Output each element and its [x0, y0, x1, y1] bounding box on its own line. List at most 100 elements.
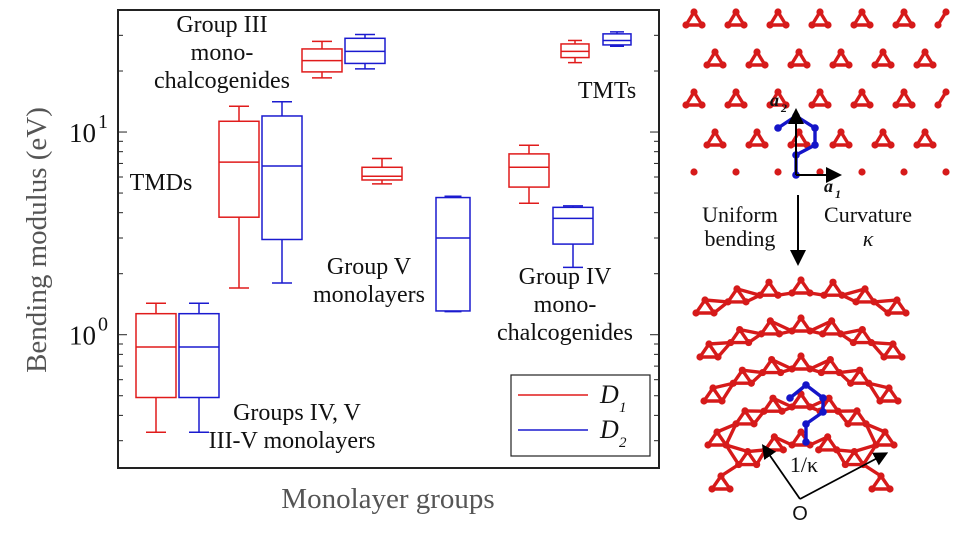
- box-plot: [218, 105, 260, 289]
- group-label-line: mono-: [191, 40, 254, 66]
- atom: [867, 338, 875, 347]
- atom: [900, 88, 908, 96]
- atom: [710, 309, 718, 317]
- atom: [722, 441, 730, 449]
- atom: [717, 472, 725, 480]
- box-plot: [560, 39, 590, 64]
- group-label-line: Group III: [176, 12, 267, 38]
- atom: [727, 338, 735, 347]
- atom: [788, 289, 796, 297]
- flat-lattice: [682, 8, 950, 176]
- box-plot: [135, 302, 177, 434]
- atom: [802, 438, 810, 446]
- atom: [879, 48, 887, 56]
- atom: [756, 291, 764, 299]
- atom: [824, 433, 832, 441]
- atom: [745, 61, 753, 69]
- atom: [806, 403, 814, 411]
- atom: [892, 101, 900, 109]
- atom: [788, 365, 796, 373]
- atom: [770, 433, 778, 441]
- atom: [900, 8, 908, 16]
- plot-frame: [117, 9, 660, 469]
- atom: [766, 317, 774, 325]
- atom: [861, 285, 869, 293]
- bond: [768, 319, 794, 333]
- atom: [862, 420, 870, 428]
- atom: [711, 128, 719, 136]
- atom: [724, 298, 732, 306]
- box-plot: [435, 195, 471, 313]
- atom: [713, 428, 721, 436]
- group-label-line: TMDs: [130, 170, 193, 196]
- label-a2-sub: 2: [780, 101, 787, 115]
- label-curvature-text: Curvature: [824, 202, 912, 227]
- atom: [835, 368, 843, 377]
- atom: [777, 368, 785, 377]
- atom: [942, 8, 950, 16]
- atom: [708, 485, 716, 493]
- atom: [833, 446, 841, 454]
- atom: [934, 101, 942, 109]
- atom: [808, 101, 816, 109]
- atom: [724, 101, 732, 109]
- atom: [753, 48, 761, 56]
- atom: [729, 379, 737, 387]
- atom: [819, 408, 827, 416]
- atom: [934, 21, 942, 29]
- radius-arrow-right: [799, 452, 889, 500]
- atom: [894, 397, 902, 405]
- atom: [879, 128, 887, 136]
- atom: [698, 101, 706, 109]
- atom: [849, 338, 857, 347]
- atom: [856, 366, 864, 374]
- bent-unit-cell-atoms: [786, 381, 827, 446]
- atom: [819, 394, 827, 402]
- atom: [866, 21, 874, 29]
- atom: [898, 353, 906, 361]
- atom: [853, 407, 861, 415]
- atom: [845, 61, 853, 69]
- legend-label: D: [599, 415, 619, 444]
- atom: [797, 428, 805, 436]
- atom: [886, 485, 894, 493]
- atom: [682, 21, 690, 29]
- atom: [858, 325, 866, 334]
- atom: [797, 276, 805, 284]
- atom: [766, 101, 774, 109]
- bond: [737, 327, 764, 336]
- iqr-box: [218, 120, 260, 218]
- atom: [828, 317, 836, 325]
- atom: [815, 446, 823, 454]
- bond: [838, 327, 865, 336]
- atom: [802, 420, 810, 428]
- atom: [787, 141, 795, 149]
- atom: [824, 101, 832, 109]
- atom: [837, 128, 845, 136]
- atom: [808, 21, 816, 29]
- atom: [850, 447, 858, 456]
- atom: [834, 407, 842, 415]
- atom: [858, 88, 866, 96]
- bond: [724, 443, 750, 454]
- legend-label-subscript: 2: [619, 435, 627, 451]
- atom: [902, 309, 910, 317]
- atom: [829, 141, 837, 149]
- atom: [847, 379, 855, 387]
- group-label-line: chalcogenides: [154, 68, 290, 94]
- atom: [782, 101, 790, 109]
- atom: [787, 61, 795, 69]
- atom: [893, 296, 901, 304]
- y-tick-label: 10 0: [69, 314, 108, 351]
- atom: [885, 384, 893, 392]
- bond: [769, 357, 794, 371]
- atom: [740, 101, 748, 109]
- iqr-box: [361, 166, 403, 181]
- legend-label: D: [599, 380, 619, 409]
- atom: [876, 397, 884, 405]
- atom: [788, 403, 796, 411]
- atom: [714, 353, 722, 361]
